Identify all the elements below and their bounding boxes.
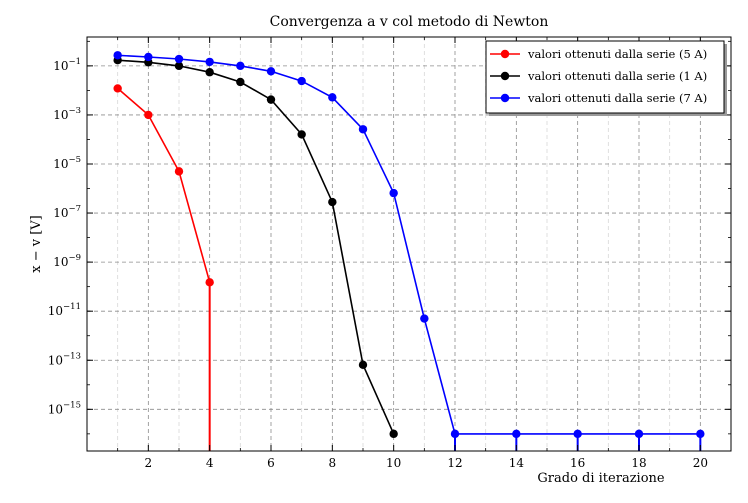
data-point [266, 95, 276, 104]
legend-label: valori ottenuti dalla serie (1 A) [527, 69, 707, 83]
x-tick-label: 14 [509, 456, 525, 470]
series-line [117, 54, 701, 435]
tick-marks [87, 37, 732, 451]
legend-marker [500, 71, 510, 81]
legend-item: valori ottenuti dalla serie (1 A) [490, 69, 707, 83]
x-tick-label: 4 [206, 456, 214, 470]
axes-frame [86, 36, 732, 452]
data-point [328, 197, 337, 207]
series-layer [113, 51, 705, 451]
data-point [328, 93, 337, 102]
legend-item: valori ottenuti dalla serie (5 A) [490, 47, 707, 61]
y-tick-label: 10−13 [48, 351, 81, 367]
data-point [573, 429, 582, 439]
x-tick-label: 6 [267, 456, 275, 470]
data-point [420, 314, 429, 323]
y-tick-label: 10−1 [53, 57, 81, 73]
y-tick-label-base: 10 [53, 206, 68, 220]
legend-marker [500, 93, 510, 103]
y-tick-label: 10−7 [53, 204, 81, 220]
y-tick-label-base: 10 [48, 402, 63, 416]
x-tick-label: 12 [447, 456, 462, 470]
x-tick-label: 10 [386, 456, 401, 470]
data-point [389, 429, 398, 439]
x-tick-label: 18 [631, 456, 646, 470]
x-tick-label: 2 [145, 456, 153, 470]
data-point [205, 57, 214, 67]
legend-label: valori ottenuti dalla serie (5 A) [527, 47, 707, 61]
data-point [113, 51, 122, 60]
data-point [113, 84, 122, 93]
y-tick-label: 10−3 [53, 106, 81, 122]
data-point [144, 52, 153, 62]
data-point [174, 61, 184, 71]
data-point [266, 67, 276, 76]
tick-labels: 2 4 6 8 10 12 14 16 18 2010−1510−1310−1110−910−71… [48, 57, 708, 470]
data-point [205, 68, 214, 77]
y-tick-label-base: 10 [53, 108, 68, 122]
series-1 [113, 84, 214, 451]
y-tick-label-exponent: −1 [68, 57, 81, 67]
data-point [358, 125, 368, 134]
data-point [236, 77, 245, 87]
y-tick-label-exponent: −15 [63, 400, 81, 410]
y-tick-label-exponent: −11 [63, 302, 81, 312]
legend-item: valori ottenuti dalla serie (7 A) [490, 91, 707, 105]
x-axis-label: Grado di iterazione [537, 471, 664, 486]
data-point [696, 429, 705, 439]
series-line [117, 59, 395, 435]
y-tick-label-base: 10 [53, 59, 68, 73]
series-2 [113, 55, 398, 439]
y-tick-label: 10−5 [53, 155, 81, 171]
data-point [297, 130, 306, 139]
series-line [117, 87, 211, 283]
chart-title: Convergenza a v col metodo di Newton [270, 14, 549, 30]
x-tick-label: 20 [693, 456, 708, 470]
y-tick-label-base: 10 [48, 353, 63, 367]
y-axis-label: x − v [V] [29, 215, 44, 273]
y-tick-label: 10−15 [48, 400, 81, 416]
y-tick-label-exponent: −7 [68, 204, 81, 214]
data-point [236, 61, 245, 71]
y-tick-label-exponent: −13 [63, 351, 81, 361]
x-tick-label: 16 [570, 456, 585, 470]
legend-label: valori ottenuti dalla serie (7 A) [527, 91, 707, 105]
legend-box [485, 40, 725, 114]
legend-marker [500, 49, 510, 59]
y-tick-label: 10−9 [53, 253, 81, 269]
y-tick-label-base: 10 [53, 157, 68, 171]
data-point [389, 188, 398, 198]
data-point [205, 278, 214, 287]
y-tick-label: 10−11 [48, 302, 81, 318]
y-tick-label-base: 10 [48, 304, 63, 318]
data-point [174, 167, 184, 176]
y-tick-label-exponent: −9 [68, 253, 81, 263]
y-tick-label-base: 10 [53, 255, 68, 269]
data-point [144, 110, 153, 120]
x-tick-label: 8 [329, 456, 337, 470]
data-point [297, 76, 306, 86]
data-point [174, 54, 184, 64]
data-point [634, 429, 644, 439]
data-point [512, 429, 521, 439]
data-point [358, 360, 368, 370]
y-tick-label-exponent: −3 [68, 106, 81, 116]
data-point [450, 429, 460, 439]
y-tick-label-exponent: −5 [68, 155, 81, 165]
legend: valori ottenuti dalla serie (5 A) valori … [485, 40, 727, 116]
